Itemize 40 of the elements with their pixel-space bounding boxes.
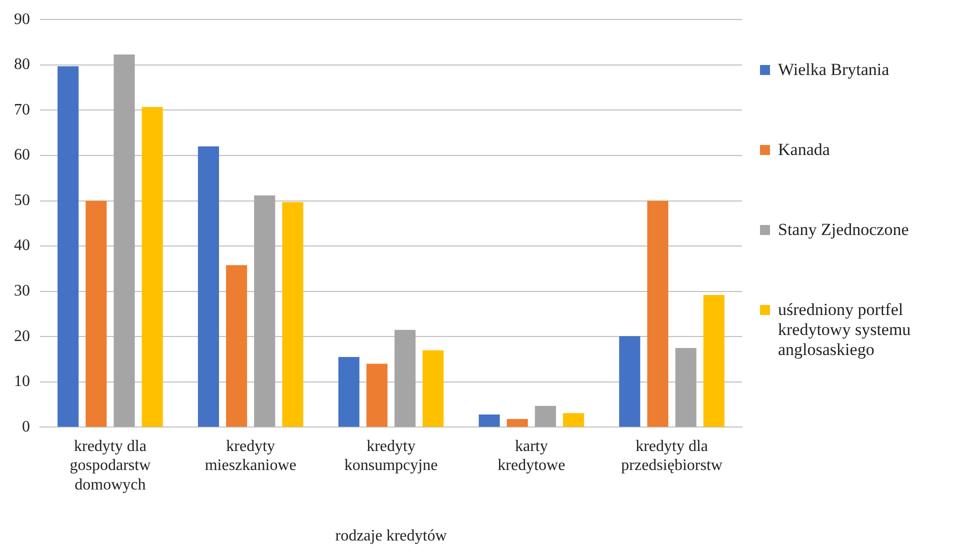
bar [114,54,135,427]
x-tick-label: kredyty mieszkaniowe [204,438,296,474]
x-tick-label: karty kredytowe [498,438,566,474]
y-tick-label: 80 [14,56,30,74]
bar [534,406,556,427]
y-tick-label: 90 [14,10,30,28]
y-tick-label: 10 [14,373,30,390]
legend-label: uśredniony portfel kredytowy systemu anglosaskiego [778,300,912,360]
y-tick-label: 40 [14,237,30,254]
bar [254,195,276,427]
y-tick-label: 50 [14,192,30,209]
x-tick-label: kredyty dla gospodarstw domowych [70,438,152,494]
bar [675,348,696,427]
bar [282,202,304,427]
y-tick-label: 70 [14,101,30,118]
y-tick-label: 60 [14,146,30,164]
legend-label: Wielka Brytania [778,60,890,80]
bar [226,265,248,427]
x-tick-label: kredyty konsumpcyjne [344,438,438,474]
bar [366,364,388,427]
bar [86,200,107,427]
legend-label: Kanada [778,140,830,160]
y-tick-label: 20 [14,328,30,345]
bar [562,413,584,427]
bar [198,146,220,427]
bar [478,414,500,427]
bar [394,330,416,427]
bar [703,294,724,427]
legend-label: Stany Zjednoczone [778,220,909,240]
y-tick-label: 30 [14,282,30,300]
y-tick-label: 0 [22,418,30,436]
bar [142,107,163,427]
x-tick-label: kredyty dla przedsiębiorstw [621,438,723,474]
bar [647,200,668,427]
bar [619,336,640,427]
bar [338,357,360,427]
bar [58,66,79,427]
x-axis-title: rodzaje kredytów [335,528,448,545]
bar [506,419,528,427]
bar [422,350,444,427]
